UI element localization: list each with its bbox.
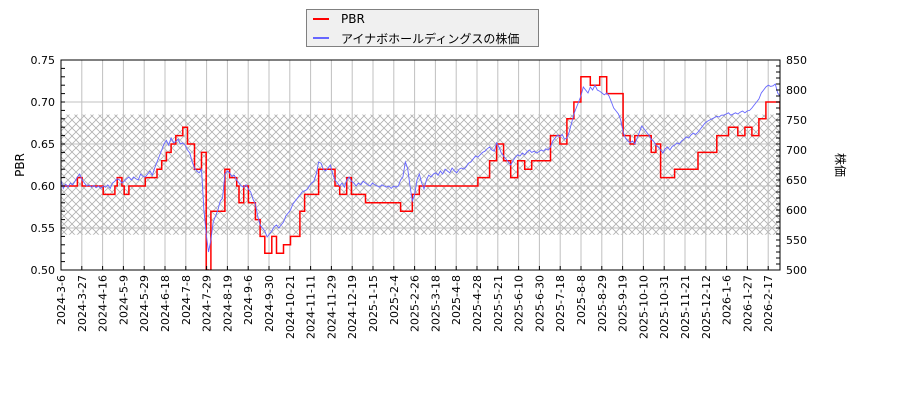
- svg-text:2024-7-29: 2024-7-29: [201, 275, 214, 332]
- svg-text:2025-10-31: 2025-10-31: [658, 275, 671, 339]
- svg-text:2025-3-18: 2025-3-18: [429, 275, 442, 332]
- legend-label: アイナボホールディングスの株価: [341, 31, 520, 46]
- svg-text:850: 850: [786, 54, 807, 67]
- svg-text:2024-5-9: 2024-5-9: [117, 275, 130, 325]
- svg-text:600: 600: [786, 204, 807, 217]
- svg-text:0.55: 0.55: [31, 222, 56, 235]
- svg-text:2024-8-19: 2024-8-19: [221, 275, 234, 332]
- svg-text:0.60: 0.60: [31, 180, 56, 193]
- svg-text:2024-5-29: 2024-5-29: [138, 275, 151, 332]
- svg-text:2025-6-10: 2025-6-10: [513, 275, 526, 332]
- legend-item-pbr: PBR: [313, 11, 365, 27]
- svg-text:2025-5-21: 2025-5-21: [492, 275, 505, 332]
- svg-text:2024-7-8: 2024-7-8: [180, 275, 193, 325]
- svg-text:650: 650: [786, 174, 807, 187]
- svg-text:2025-8-8: 2025-8-8: [575, 275, 588, 325]
- svg-text:0.75: 0.75: [31, 54, 56, 67]
- svg-text:2025-4-8: 2025-4-8: [450, 275, 463, 325]
- svg-text:700: 700: [786, 144, 807, 157]
- plot-frame: [60, 59, 781, 271]
- svg-text:2024-11-29: 2024-11-29: [325, 275, 338, 339]
- svg-text:0.65: 0.65: [31, 138, 56, 151]
- stock-price-line: [61, 83, 780, 253]
- svg-text:500: 500: [786, 264, 807, 277]
- svg-text:2025-2-4: 2025-2-4: [388, 275, 401, 325]
- legend-swatch-red-line-icon: [313, 18, 329, 20]
- plot-series: [61, 76, 780, 270]
- svg-text:2025-11-21: 2025-11-21: [679, 275, 692, 339]
- svg-text:750: 750: [786, 114, 807, 127]
- svg-text:2025-1-15: 2025-1-15: [367, 275, 380, 332]
- svg-text:2025-9-19: 2025-9-19: [617, 275, 630, 332]
- svg-text:2026-1-6: 2026-1-6: [721, 275, 734, 325]
- svg-text:0.50: 0.50: [31, 264, 56, 277]
- svg-text:2024-11-11: 2024-11-11: [305, 275, 318, 339]
- svg-text:2025-6-30: 2025-6-30: [533, 275, 546, 332]
- svg-text:0.70: 0.70: [31, 96, 56, 109]
- svg-text:2024-9-30: 2024-9-30: [263, 275, 276, 332]
- svg-text:2026-1-27: 2026-1-27: [741, 275, 754, 332]
- legend: PBR アイナボホールディングスの株価: [306, 9, 539, 47]
- svg-text:2024-6-18: 2024-6-18: [159, 275, 172, 332]
- x-axis-ticks: 2024-3-6 2024-3-27 2024-4-16 2024-5-9 2024-5…: [55, 266, 775, 339]
- svg-text:550: 550: [786, 234, 807, 247]
- legend-label: PBR: [341, 12, 365, 26]
- svg-text:2024-12-19: 2024-12-19: [346, 275, 359, 339]
- left-axis-title: PBR: [13, 153, 27, 177]
- right-axis-ticks: 500 550 600 650 700 750 800 850: [776, 54, 807, 277]
- svg-text:2025-4-28: 2025-4-28: [471, 275, 484, 332]
- legend-swatch-blue-line-icon: [313, 37, 329, 39]
- shaded-band: [61, 114, 780, 235]
- svg-text:2024-4-16: 2024-4-16: [97, 275, 110, 332]
- right-axis-title: 株価: [833, 153, 848, 177]
- svg-text:2024-3-27: 2024-3-27: [76, 275, 89, 332]
- left-axis-ticks: 0.50 0.55 0.60 0.65 0.70 0.75: [31, 54, 65, 277]
- legend-item-stock-price: アイナボホールディングスの株価: [313, 30, 519, 46]
- svg-text:2024-3-6: 2024-3-6: [55, 275, 68, 325]
- svg-text:2024-10-21: 2024-10-21: [284, 275, 297, 339]
- svg-text:2025-8-29: 2025-8-29: [596, 275, 609, 332]
- svg-text:2026-2-17: 2026-2-17: [762, 275, 775, 332]
- svg-text:2024-9-6: 2024-9-6: [242, 275, 255, 325]
- svg-text:2025-10-10: 2025-10-10: [637, 275, 650, 339]
- svg-text:2025-7-18: 2025-7-18: [554, 275, 567, 332]
- svg-text:2025-2-26: 2025-2-26: [409, 275, 422, 332]
- svg-text:2025-12-12: 2025-12-12: [700, 275, 713, 339]
- svg-text:800: 800: [786, 84, 807, 97]
